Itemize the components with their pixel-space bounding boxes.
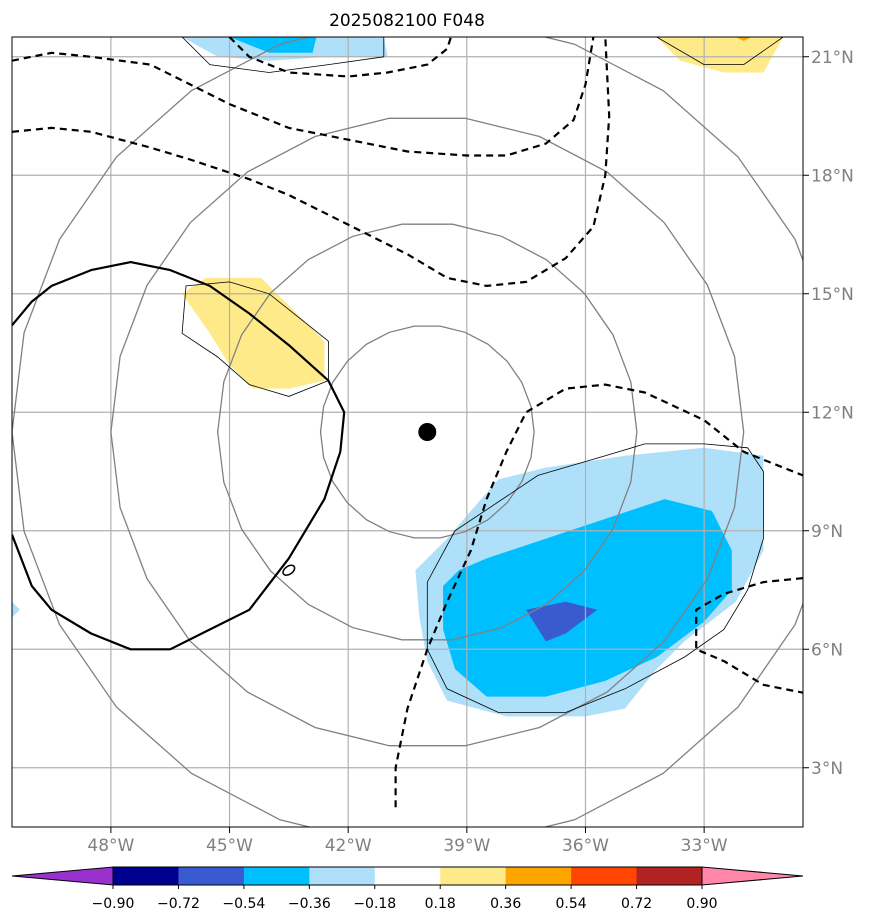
grey-circle-0: [319, 325, 535, 539]
x-tick-label-5: 33°W: [681, 836, 728, 856]
colorbar-segment-2: [243, 867, 310, 885]
filled-contour-8: [12, 601, 20, 618]
gridlines: [12, 37, 803, 827]
grey-contours: [12, 37, 803, 827]
colorbar-label-7: 0.54: [556, 896, 587, 912]
colorbar-extend-over: [701, 866, 804, 886]
y-tick-label-5: 18°N: [811, 166, 854, 186]
colorbar-label-9: 0.90: [686, 896, 717, 912]
grey-circle-1: [217, 223, 638, 641]
colorbar-frame: [112, 866, 703, 886]
dashed-contour-1: [12, 37, 611, 287]
filled-contour-5: [182, 277, 325, 389]
dashed-contour-3: [394, 383, 803, 808]
colorbar-label-2: −0.54: [222, 896, 265, 912]
x-axis-ticks: 48°W 45°W 42°W 39°W 36°W 33°W: [87, 827, 728, 856]
colorbar-label-0: −0.90: [92, 896, 135, 912]
colorbar-label-8: 0.72: [621, 896, 652, 912]
colorbar-label-6: 0.36: [490, 896, 521, 912]
colorbar-segment-6: [505, 867, 572, 885]
thin-contour-3: [655, 37, 784, 65]
grey-circle-2: [110, 117, 745, 747]
center-marker: [418, 423, 437, 441]
colorbar-segment-3: [309, 867, 376, 885]
grey-circle-3: [12, 37, 803, 827]
filled-contour-6: [656, 37, 784, 73]
colorbar-label-1: −0.72: [157, 896, 200, 912]
dashed-contour-2: [228, 37, 453, 78]
dashed-contour-0: [12, 37, 595, 157]
filled-contour-2: [526, 601, 598, 642]
markers: [282, 423, 437, 576]
colorbar-segment-0: [113, 867, 179, 885]
thin-contour-0: [426, 443, 764, 713]
filled-contour-7: [735, 37, 752, 41]
x-tick-label-0: 48°W: [87, 836, 134, 856]
solid-contours: [12, 261, 346, 651]
colorbar-labels: −0.90 −0.72 −0.54 −0.36 −0.18 0.18 0.36 0.54 0.7…: [92, 885, 718, 912]
colorbar-segment-8: [636, 867, 703, 885]
y-tick-label-1: 6°N: [811, 640, 843, 660]
y-tick-label-3: 12°N: [811, 403, 854, 423]
colorbar: [11, 866, 804, 886]
dashed-contours: [12, 37, 803, 808]
y-axis-ticks: 3°N 6°N 9°N 12°N 15°N 18°N 21°N: [803, 48, 854, 779]
colorbar-extend-under: [11, 866, 114, 886]
x-tick-label-3: 39°W: [443, 836, 490, 856]
thin-contour-1: [181, 37, 385, 73]
colorbar-segment-1: [178, 867, 245, 885]
x-tick-label-4: 36°W: [562, 836, 609, 856]
filled-contours: [12, 37, 784, 717]
colorbar-segment-7: [571, 867, 638, 885]
colorbar-segment-5: [440, 867, 507, 885]
solid-contour-0: [12, 261, 346, 651]
y-tick-label-4: 15°N: [811, 285, 854, 305]
colorbar-segment-4: [374, 867, 441, 885]
small-contour-ellipse: [282, 564, 296, 576]
colorbar-label-5: 0.18: [425, 896, 456, 912]
x-tick-label-2: 42°W: [325, 836, 372, 856]
plot-area: [12, 37, 803, 827]
dashed-contour-4: [695, 577, 803, 694]
plot-frame: [11, 36, 804, 828]
y-tick-label-6: 21°N: [811, 48, 854, 68]
colorbar-label-3: −0.36: [288, 896, 331, 912]
y-tick-label-0: 3°N: [811, 759, 843, 779]
y-tick-label-2: 9°N: [811, 522, 843, 542]
filled-contour-1: [443, 499, 732, 697]
x-tick-label-1: 45°W: [206, 836, 253, 856]
chart-title: 2025082100 F048: [329, 11, 485, 31]
colorbar-label-4: −0.18: [353, 896, 396, 912]
